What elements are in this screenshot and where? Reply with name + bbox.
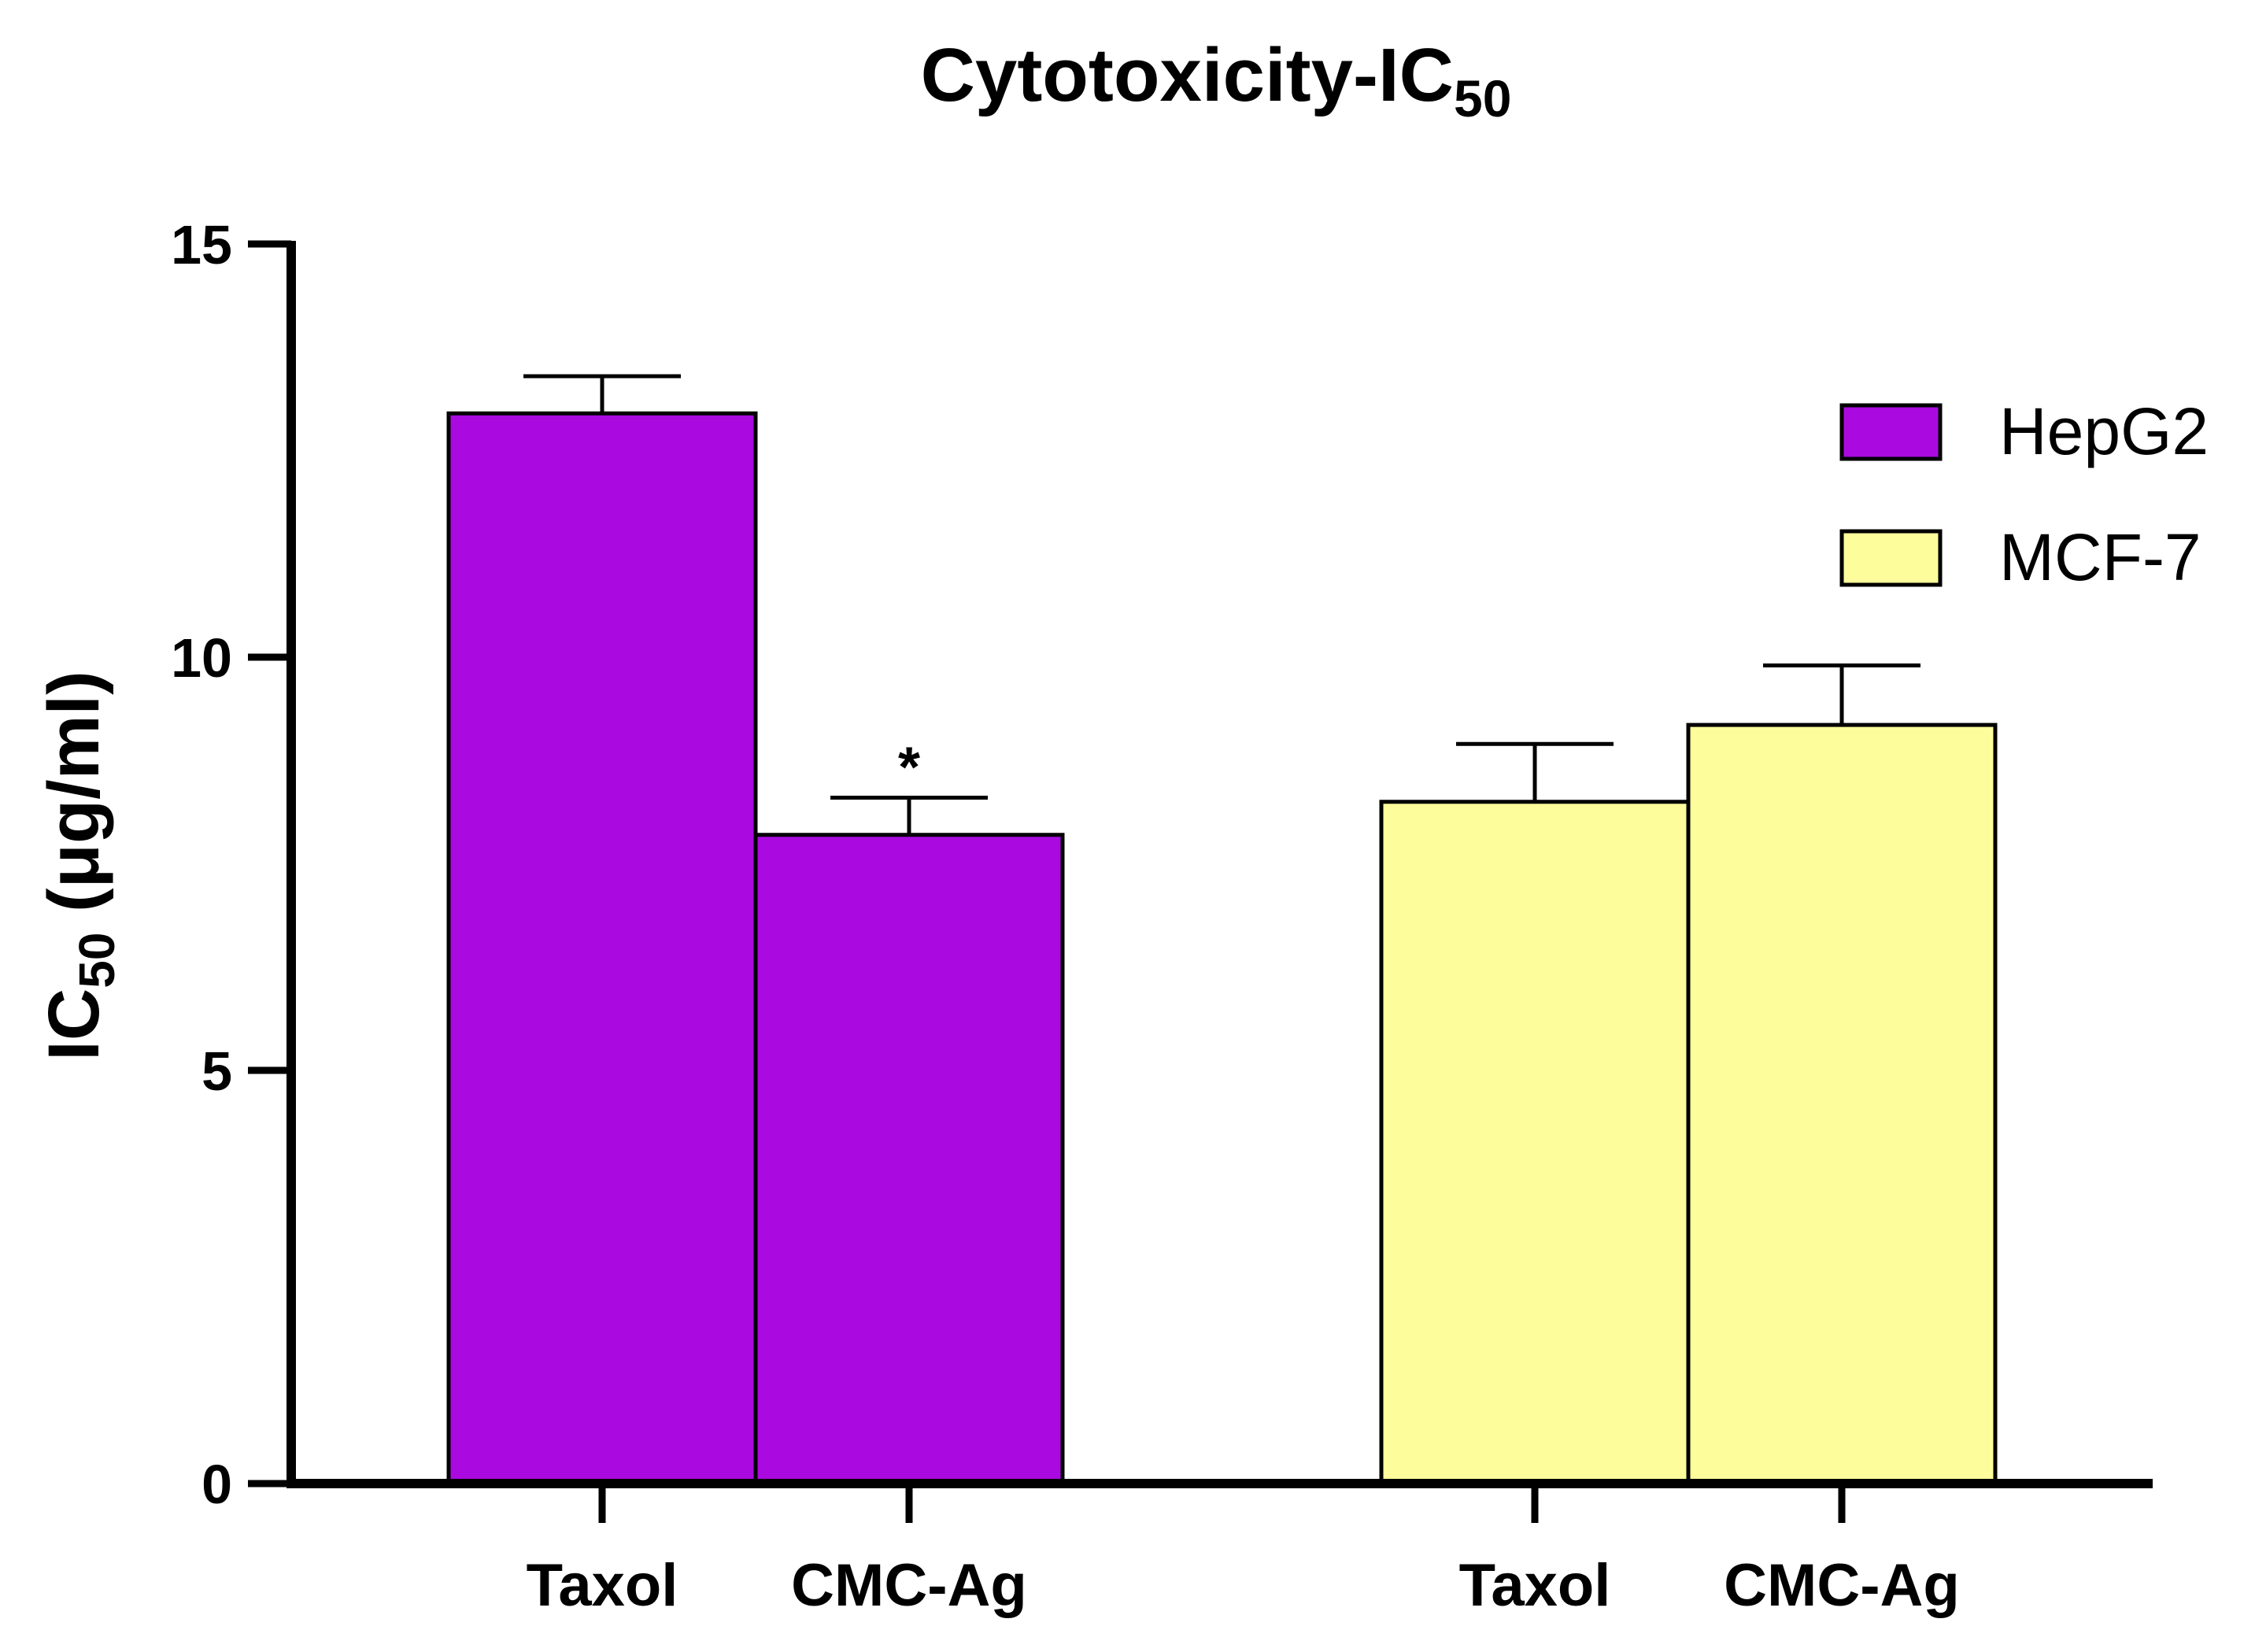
bar-MCF-7-CMC-Ag (1686, 723, 1998, 1486)
x-tick-label: CMC-Ag (791, 1552, 1027, 1619)
y-axis-label-subscript: 50 (68, 933, 125, 989)
x-tick-label: Taxol (527, 1552, 678, 1619)
significance-marker: * (898, 737, 920, 800)
y-axis-label: IC50 (μg/ml) (34, 671, 125, 1060)
y-axis-label-unit: (μg/ml) (34, 671, 114, 932)
y-tick-label: 0 (201, 1454, 232, 1515)
bar-HepG2-Taxol (446, 411, 758, 1486)
chart-title: Cytotoxicity-IC50 (921, 33, 1512, 128)
chart-title-text: Cytotoxicity-IC (921, 33, 1454, 117)
y-tick-label: 5 (201, 1040, 232, 1102)
y-axis-label-text: IC (34, 989, 114, 1061)
legend-swatch-HepG2 (1839, 403, 1943, 461)
y-tick-label: 10 (171, 627, 232, 689)
legend-label-HepG2: HepG2 (1999, 394, 2209, 468)
legend-swatch-MCF-7 (1839, 529, 1943, 587)
plot-area: Taxol * CMC-Ag Taxol CMC-Ag 0 5 10 15 IC50 (μg/ml… (34, 214, 2209, 1619)
x-tick-label: Taxol (1459, 1552, 1611, 1619)
legend-label-MCF-7: MCF-7 (1999, 520, 2201, 594)
bar-MCF-7-Taxol (1379, 800, 1691, 1486)
chart-title-subscript: 50 (1454, 69, 1511, 128)
bar-HepG2-CMC-Ag (753, 833, 1065, 1486)
x-tick-label: CMC-Ag (1724, 1552, 1960, 1619)
y-tick-label: 15 (171, 214, 232, 275)
